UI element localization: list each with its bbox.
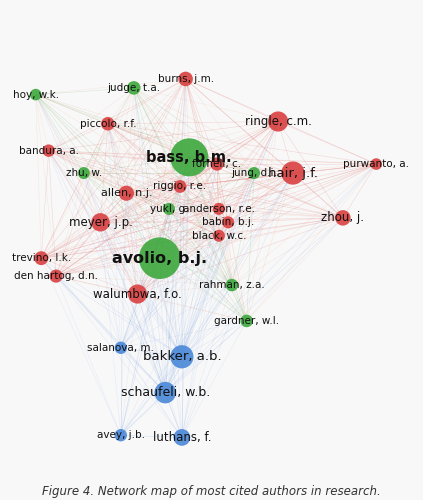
Text: bandura, a.: bandura, a.: [19, 146, 79, 156]
Point: [134, 290, 141, 298]
Text: rahman, z.a.: rahman, z.a.: [199, 280, 265, 290]
Point: [80, 169, 87, 177]
Point: [130, 84, 137, 92]
Point: [32, 90, 39, 98]
Point: [104, 120, 111, 128]
Point: [97, 218, 104, 226]
Point: [177, 182, 184, 190]
Text: hair, j.f.: hair, j.f.: [268, 166, 318, 179]
Point: [165, 205, 172, 213]
Text: den hartog, d.n.: den hartog, d.n.: [14, 271, 98, 281]
Point: [340, 214, 346, 222]
Point: [182, 75, 189, 83]
Point: [162, 388, 169, 396]
Point: [38, 254, 44, 262]
Text: trevino, l.k.: trevino, l.k.: [11, 253, 71, 263]
Point: [215, 205, 222, 213]
Point: [179, 353, 185, 361]
Point: [228, 281, 235, 289]
Point: [179, 434, 185, 442]
Text: black, w.c.: black, w.c.: [192, 231, 246, 241]
Point: [289, 169, 296, 177]
Text: salanova, m.: salanova, m.: [88, 343, 154, 353]
Text: yukl, g.: yukl, g.: [150, 204, 188, 214]
Point: [214, 160, 220, 168]
Text: allen, n.j.: allen, n.j.: [101, 188, 152, 198]
Text: piccolo, r.f.: piccolo, r.f.: [80, 118, 136, 128]
Point: [243, 317, 250, 325]
Point: [118, 344, 124, 352]
Text: bakker, a.b.: bakker, a.b.: [143, 350, 221, 364]
Point: [186, 154, 192, 162]
Text: walumbwa, f.o.: walumbwa, f.o.: [93, 288, 182, 300]
Text: riggio, r.e.: riggio, r.e.: [154, 182, 206, 192]
Point: [251, 169, 258, 177]
Text: anderson, r.e.: anderson, r.e.: [183, 204, 255, 214]
Point: [225, 218, 231, 226]
Text: ringle, c.m.: ringle, c.m.: [244, 115, 312, 128]
Text: judge, t.a.: judge, t.a.: [107, 83, 160, 93]
Point: [45, 146, 52, 154]
Point: [275, 118, 282, 126]
Text: fornell, c.: fornell, c.: [192, 159, 242, 169]
Point: [156, 254, 163, 262]
Text: avolio, b.j.: avolio, b.j.: [112, 250, 207, 266]
Text: zhu, w.: zhu, w.: [66, 168, 102, 178]
Text: bass, b.m.: bass, b.m.: [146, 150, 232, 165]
Text: schaufeli, w.b.: schaufeli, w.b.: [121, 386, 210, 399]
Point: [52, 272, 59, 280]
Text: Figure 4. Network map of most cited authors in research.: Figure 4. Network map of most cited auth…: [42, 484, 381, 498]
Text: avey, j.b.: avey, j.b.: [97, 430, 145, 440]
Text: jung, d.i.: jung, d.i.: [231, 168, 277, 178]
Text: hoy, w.k.: hoy, w.k.: [13, 90, 59, 100]
Text: burns, j.m.: burns, j.m.: [157, 74, 214, 84]
Point: [118, 431, 124, 439]
Text: zhou, j.: zhou, j.: [321, 212, 364, 224]
Point: [123, 189, 130, 197]
Text: gardner, w.l.: gardner, w.l.: [214, 316, 279, 326]
Text: luthans, f.: luthans, f.: [153, 431, 211, 444]
Text: meyer, j.p.: meyer, j.p.: [69, 216, 132, 229]
Text: purwanto, a.: purwanto, a.: [343, 159, 409, 169]
Text: babin, b.j.: babin, b.j.: [202, 218, 254, 228]
Point: [215, 232, 222, 240]
Point: [373, 160, 379, 168]
